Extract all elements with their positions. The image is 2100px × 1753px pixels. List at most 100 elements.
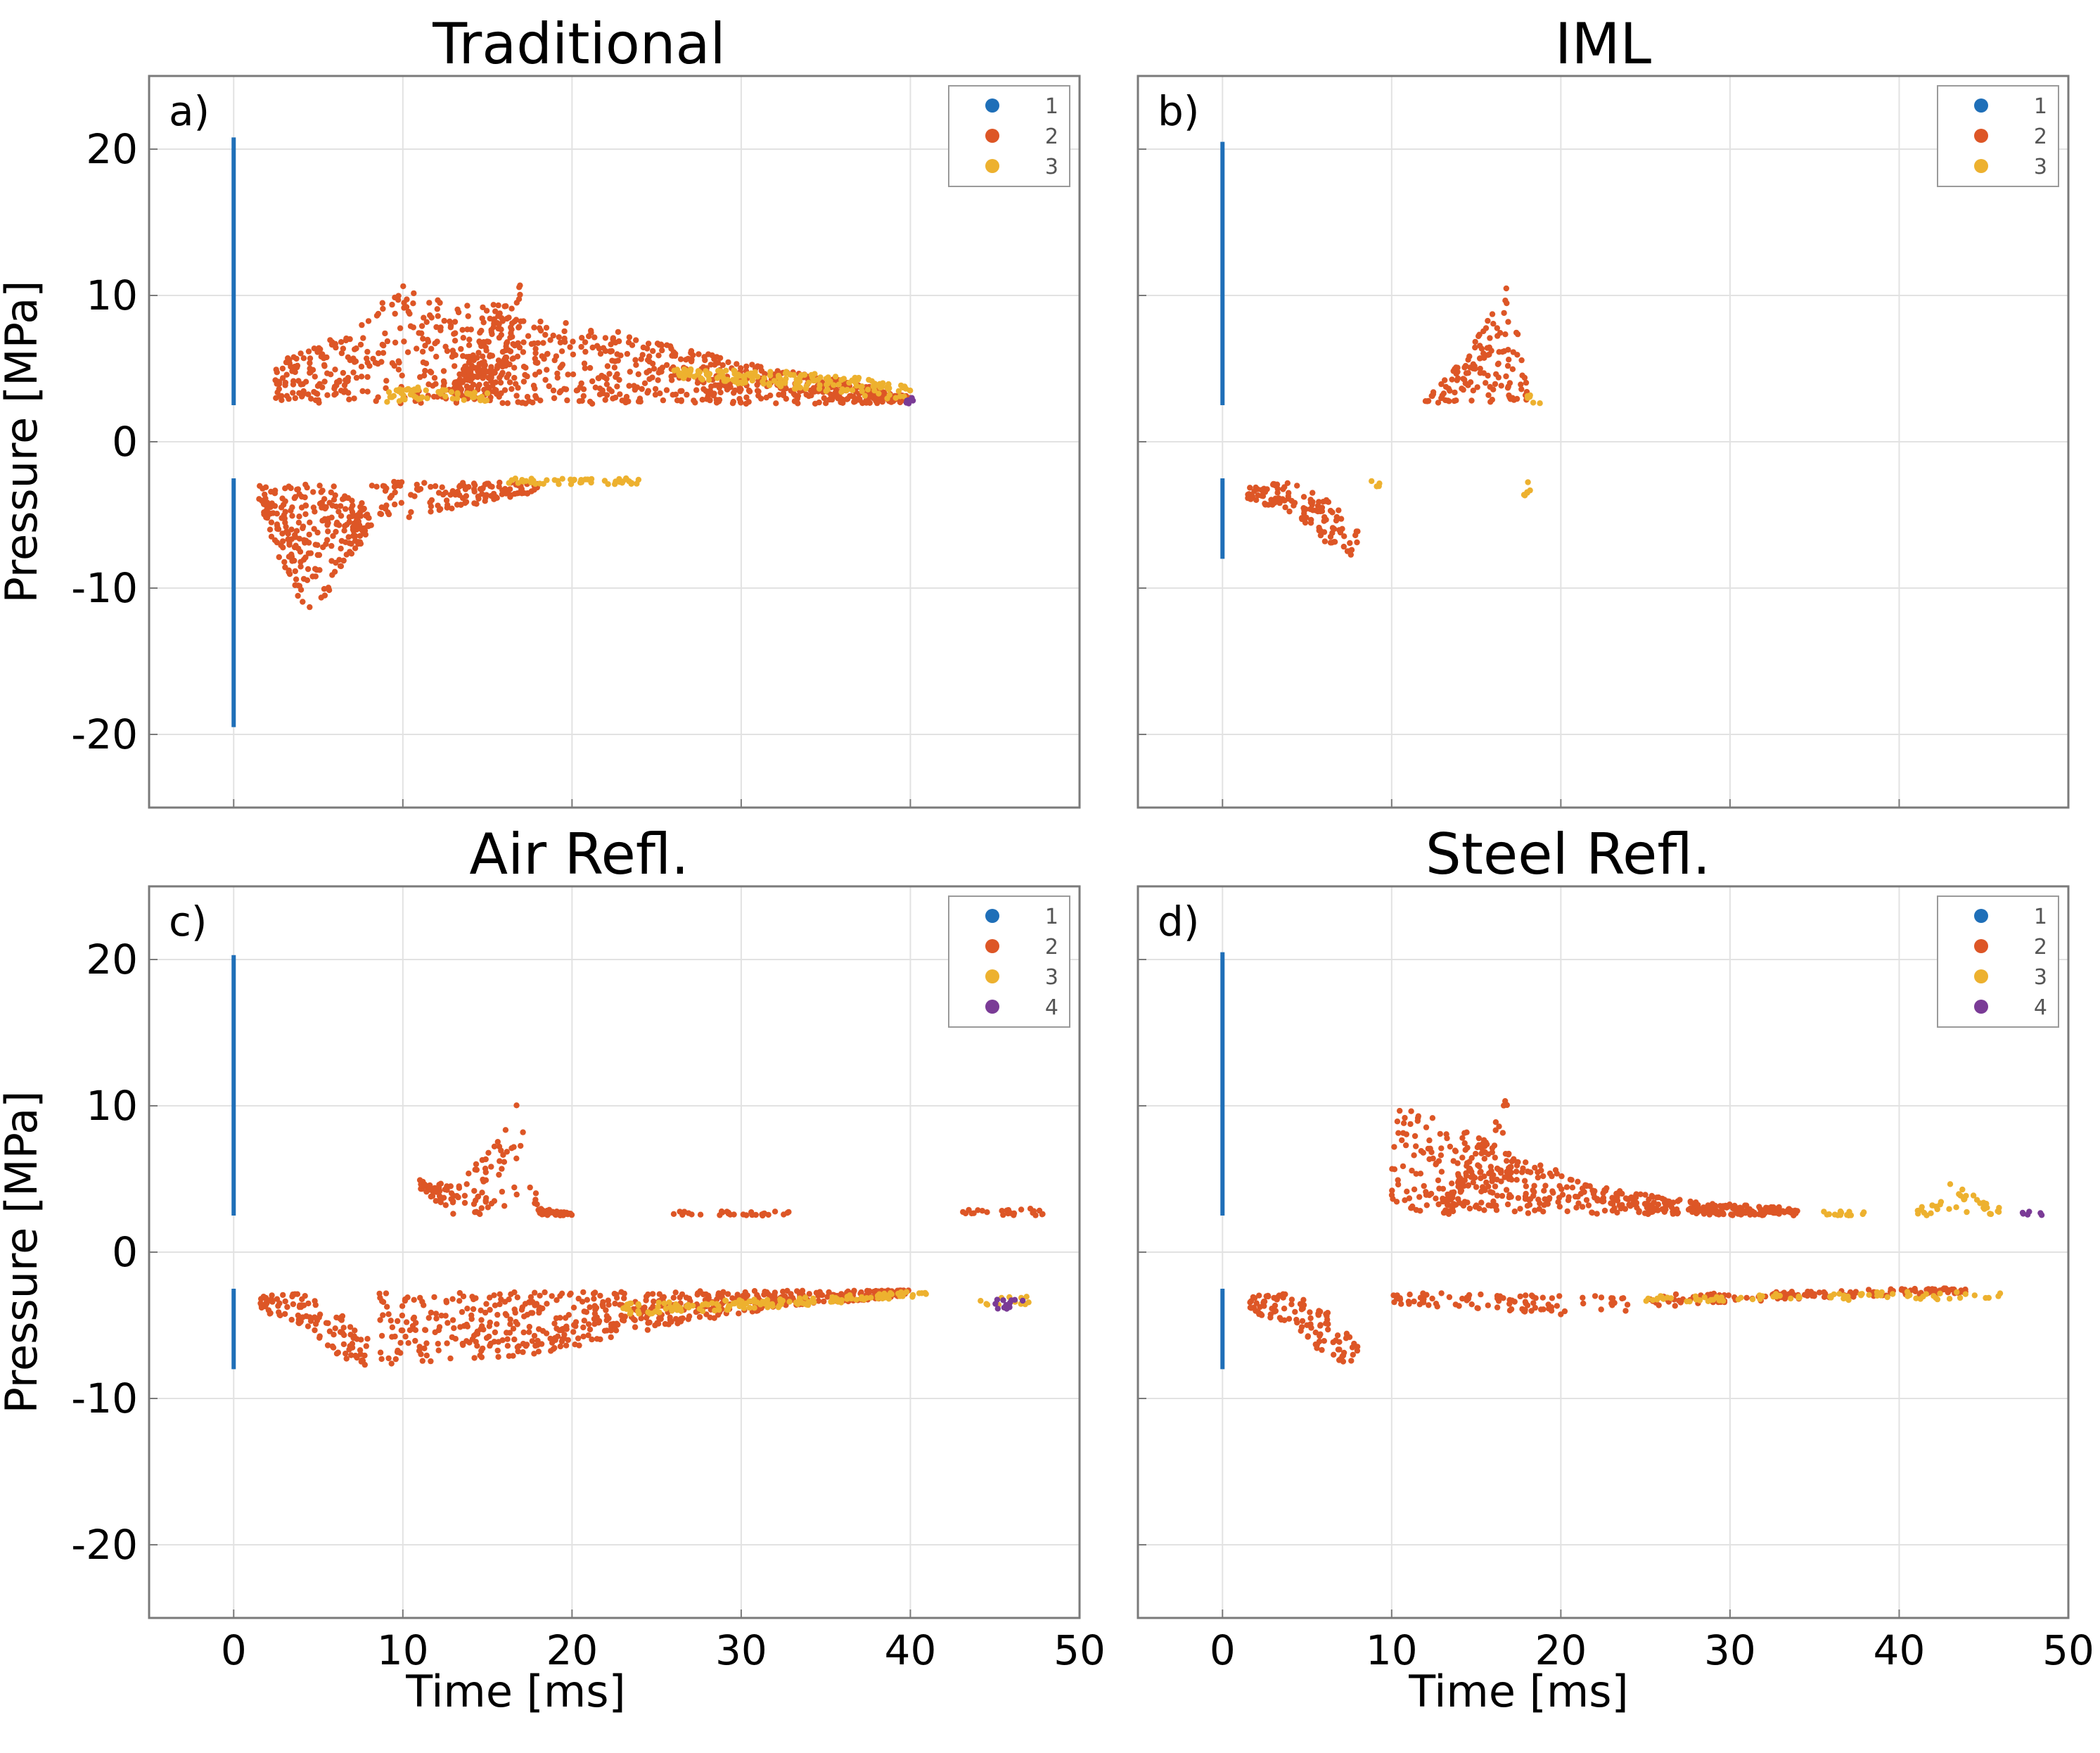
series-2-point <box>581 1318 587 1324</box>
series-2-point <box>1556 1183 1563 1190</box>
series-2-point <box>417 1294 423 1301</box>
series-3-point <box>1971 1292 1978 1299</box>
series-2-point <box>347 549 353 555</box>
series-2-point <box>542 331 549 338</box>
series-2-point <box>276 554 282 561</box>
series-2-point <box>603 381 610 388</box>
x-tick-label: 40 <box>1874 1626 1926 1674</box>
series-2-point <box>282 1311 288 1318</box>
series-3-point <box>415 386 421 393</box>
series-2-point <box>576 398 583 404</box>
series-2-point <box>1542 1183 1549 1189</box>
series-2-point <box>526 1323 532 1330</box>
series-2-point <box>724 1291 731 1297</box>
series-2-point <box>471 1187 478 1194</box>
series-3-point <box>691 374 698 380</box>
series-2-point <box>672 1315 679 1322</box>
series-2-point <box>443 497 450 504</box>
series-2-point <box>1622 1308 1629 1314</box>
series-2-point <box>1506 380 1513 386</box>
series-2-point <box>532 1289 538 1296</box>
series-2-point <box>454 1192 460 1199</box>
series-2-point <box>794 1288 800 1294</box>
series-2-point <box>1331 1351 1337 1358</box>
series-2-point <box>815 1298 822 1304</box>
series-2-point <box>651 366 658 372</box>
series-2-point <box>511 490 518 497</box>
series-2-point <box>395 1318 401 1325</box>
series-2-point <box>1430 1155 1436 1162</box>
series-2-point <box>332 492 338 499</box>
series-2-point <box>1443 1131 1449 1137</box>
series-2-point <box>697 1288 703 1294</box>
series-2-point <box>1438 1152 1445 1159</box>
series-2-point <box>1850 1293 1856 1299</box>
series-2-point <box>421 314 427 321</box>
series-2-point <box>263 507 270 514</box>
series-2-point <box>520 349 527 355</box>
series-2-point <box>364 359 371 366</box>
series-2-point <box>341 528 347 534</box>
series-2-point <box>1475 333 1482 340</box>
series-2-point <box>520 1341 527 1347</box>
series-2-point <box>397 483 404 489</box>
series-2-point <box>1617 1188 1623 1194</box>
series-2-point <box>1693 1199 1699 1206</box>
series-2-point <box>495 357 502 364</box>
series-2-point <box>677 1318 684 1325</box>
series-2-point <box>1472 366 1478 372</box>
series-2-point <box>1253 1300 1260 1306</box>
series-2-point <box>380 1299 387 1306</box>
series-2-point <box>1468 1301 1475 1308</box>
series-2-point <box>591 1315 598 1322</box>
series-2-point <box>333 503 340 510</box>
series-2-point <box>619 397 625 404</box>
series-3-point <box>584 476 591 483</box>
series-2-point <box>257 483 263 489</box>
series-3-point <box>1667 1295 1675 1301</box>
series-3-point <box>795 1301 801 1308</box>
series-2-point <box>1504 1201 1511 1208</box>
series-2-point <box>276 1309 282 1315</box>
series-2-point <box>357 1347 364 1353</box>
series-2-point <box>305 1323 312 1330</box>
series-2-point <box>532 350 539 357</box>
series-2-point <box>292 395 298 402</box>
series-2-point <box>646 1319 653 1326</box>
series-2-point <box>1486 344 1492 350</box>
series-2-point <box>1413 1171 1419 1177</box>
series-2-point <box>262 1302 269 1308</box>
series-2-point <box>591 1321 598 1327</box>
series-4-point <box>994 1306 1001 1312</box>
series-2-point <box>1575 1178 1581 1185</box>
series-3-point <box>1884 1294 1890 1301</box>
series-2-point <box>504 400 511 407</box>
series-2-point <box>1286 1315 1293 1322</box>
series-2-point <box>1549 1295 1556 1301</box>
series-2-point <box>384 338 391 345</box>
series-2-point <box>511 364 518 371</box>
series-2-point <box>494 1139 501 1145</box>
series-2-point <box>411 290 417 297</box>
series-2-point <box>537 327 544 334</box>
series-2-point <box>1513 329 1520 336</box>
series-2-point <box>1459 1135 1466 1141</box>
series-2-point <box>1470 1179 1476 1186</box>
series-2-point <box>399 1303 406 1309</box>
series-2-point <box>466 367 472 374</box>
series-2-point <box>364 374 371 381</box>
legend-marker <box>985 98 999 113</box>
series-2-point <box>456 1185 463 1192</box>
series-2-point <box>611 364 618 371</box>
series-2-point <box>321 362 328 369</box>
series-2-point <box>645 1291 651 1298</box>
series-2-point <box>357 341 364 348</box>
series-2-point <box>520 339 527 345</box>
series-2-point <box>436 1197 443 1204</box>
series-3-point <box>506 480 512 486</box>
series-2-point <box>385 1311 392 1318</box>
series-2-point <box>1731 1202 1738 1209</box>
series-2-point <box>1506 357 1512 363</box>
series-2-point <box>570 371 577 378</box>
